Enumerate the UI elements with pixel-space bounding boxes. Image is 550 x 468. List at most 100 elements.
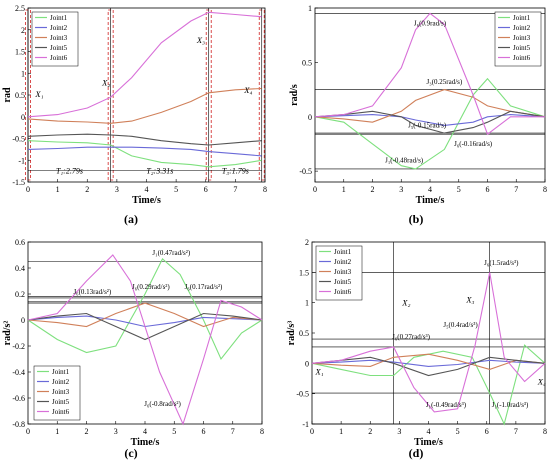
y-tick-label: -0.5 <box>12 135 25 144</box>
x-tick-label: 3 <box>115 185 119 194</box>
y-tick-label: -0.5 <box>296 390 309 399</box>
series-line-joint5 <box>27 133 262 146</box>
value-annotation: J₆(0.27rad/s³) <box>392 333 430 341</box>
x-tick-label: 2 <box>85 185 89 194</box>
y-tick-label: 2.5 <box>15 4 25 13</box>
legend-label: Joint2 <box>513 24 531 32</box>
series-line-joint2 <box>27 146 262 157</box>
x-tick-label: 8 <box>543 185 547 194</box>
x-tick-label: 7 <box>233 185 237 194</box>
value-annotation: J₆(0.9rad/s) <box>414 19 447 27</box>
legend-label: Joint1 <box>513 14 531 22</box>
series-line-joint6 <box>311 272 546 413</box>
legend-label: Joint6 <box>50 54 68 62</box>
y-tick-label: 1.5 <box>299 268 309 277</box>
series-line-joint3 <box>27 87 262 124</box>
series-line-joint3 <box>27 302 263 328</box>
x-tick-label: 6 <box>202 427 206 436</box>
value-annotation: J₆(0.29rad/s²) <box>132 283 170 291</box>
y-tick-label: 0.2 <box>15 290 25 299</box>
value-annotation: J₁(0.47rad/s²) <box>152 249 190 257</box>
series-line-joint1 <box>27 140 262 168</box>
legend-label: Joint5 <box>50 44 68 52</box>
x-tick-label: 8 <box>263 185 267 194</box>
x-tick-label: 2 <box>371 185 375 194</box>
y-tick-label: -0.4 <box>12 368 25 377</box>
series-line-joint6 <box>27 11 262 118</box>
x-tick-label: 2 <box>85 427 89 436</box>
series-line-joint6 <box>314 12 545 136</box>
series-line-joint5 <box>311 356 546 377</box>
value-annotation: J₆(1.5rad/s³) <box>484 259 519 267</box>
y-tick-label: 0.6 <box>15 238 25 247</box>
legend: Joint1 Joint2 Joint3 Joint5 Joint6 <box>31 11 79 67</box>
series-line-joint6 <box>27 254 263 426</box>
y-axis-label: rad <box>2 87 13 102</box>
series-line-joint1 <box>314 77 546 170</box>
x-tick-label: 7 <box>514 185 518 194</box>
x-axis-label: Time/s <box>416 195 445 206</box>
legend-label: Joint3 <box>334 268 352 276</box>
legend-label: Joint5 <box>513 44 531 52</box>
y-tick-label: 0.5 <box>302 58 312 67</box>
legend: Joint1 Joint2 Joint3 Joint5 Joint6 <box>315 245 363 301</box>
point-label: X₂ <box>101 77 110 87</box>
legend-label: Joint3 <box>50 34 68 42</box>
legend-label: Joint2 <box>334 258 352 266</box>
value-annotation: J₆(-0.8rad/s²) <box>144 400 181 408</box>
panel-c: 0 1 2 3 4 5 6 7 8 -0.8 -0.6 -0.4 -0.2 0 0.2 0.4 0.6 Time/… <box>2 238 264 460</box>
y-tick-label: 1 <box>305 299 309 308</box>
x-tick-label: 1 <box>339 427 343 436</box>
panel-d: 0 1 2 3 4 5 6 7 8 -1 -0.5 0 0.5 1 1.5 2 Time/s rad/s³ (d) X… <box>286 238 547 460</box>
y-tick-label: 1 <box>308 4 312 13</box>
legend-label: Joint5 <box>334 278 352 286</box>
x-tick-label: 4 <box>428 185 432 194</box>
panel-caption: (b) <box>409 212 424 226</box>
legend-label: Joint2 <box>50 24 68 32</box>
panel-b: 0 1 2 3 4 5 6 7 8-0.500.51Time/srad/s(b)J₆(0.9ra… <box>289 4 547 226</box>
series-line-joint3 <box>314 89 546 123</box>
value-annotation: J₆(0.13rad/s²) <box>73 288 111 296</box>
legend-label: Joint1 <box>334 248 352 256</box>
panel-caption: (d) <box>409 446 424 460</box>
series-line-joint5 <box>314 110 546 134</box>
y-tick-label: -1 <box>18 156 25 165</box>
x-tick-label: 5 <box>456 427 460 436</box>
interval-label: T₁:2.79s <box>56 166 83 175</box>
y-tick-label: 0.5 <box>15 91 25 100</box>
y-tick-label: 0 <box>305 359 309 368</box>
x-tick-label: 6 <box>486 185 490 194</box>
x-tick-label: 8 <box>260 427 264 436</box>
y-tick-label: 1 <box>21 69 25 78</box>
point-label: X₄ <box>243 85 252 95</box>
legend-label: Joint6 <box>334 288 352 296</box>
x-tick-label: 5 <box>457 185 461 194</box>
series-line-joint5 <box>27 312 263 341</box>
x-tick-label: 0 <box>26 185 30 194</box>
y-tick-label: -0.5 <box>299 167 312 176</box>
legend-label: Joint5 <box>52 398 70 406</box>
x-tick-label: 3 <box>114 427 118 436</box>
value-annotation: J₁(-0.48rad/s) <box>385 156 424 164</box>
y-axis-label: rad/s <box>289 84 300 106</box>
legend-label: Joint1 <box>52 368 70 376</box>
point-label: X₃ <box>465 295 474 305</box>
value-annotation: J₆(-0.16rad/s) <box>454 140 493 148</box>
y-axis-label: rad/s² <box>2 321 13 346</box>
x-tick-label: 8 <box>543 427 547 436</box>
x-tick-label: 7 <box>231 427 235 436</box>
point-label: X₁ <box>34 89 43 99</box>
x-tick-label: 0 <box>26 427 30 436</box>
x-tick-label: 2 <box>368 427 372 436</box>
series-line-joint1 <box>27 258 263 361</box>
y-tick-label: 0 <box>308 113 312 122</box>
x-tick-label: 4 <box>145 185 149 194</box>
y-tick-label: -0.6 <box>12 394 25 403</box>
value-annotation: J₅(0.4rad/s³) <box>443 321 478 329</box>
point-label: X₄ <box>537 377 546 387</box>
x-tick-label: 6 <box>204 185 208 194</box>
value-annotation: J₁(-0.49rad/s³) <box>426 401 467 409</box>
x-axis-label: Time/s <box>131 437 160 448</box>
y-tick-label: 2 <box>21 26 25 35</box>
